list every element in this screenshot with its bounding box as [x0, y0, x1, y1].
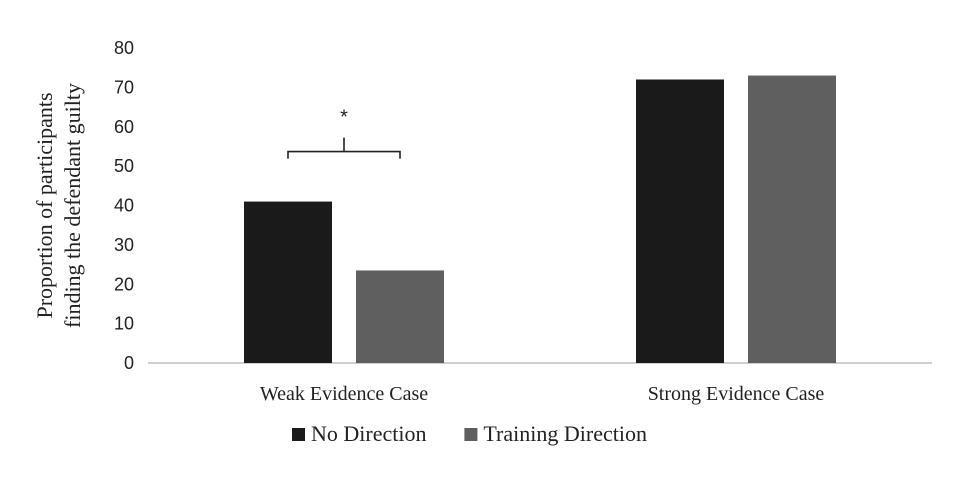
- x-category-label: Weak Evidence Case: [260, 383, 428, 405]
- y-tick-label: 50: [114, 156, 134, 176]
- x-category-label: Strong Evidence Case: [648, 383, 825, 405]
- y-tick-label: 20: [114, 274, 134, 294]
- y-axis-ticks: 0 10 20 30 40 50 60 70 80: [114, 38, 134, 373]
- significance-annotation: *: [287, 107, 401, 159]
- y-tick-label: 40: [114, 196, 134, 216]
- legend-label: No Direction: [311, 421, 426, 446]
- bar: [244, 201, 332, 363]
- y-tick-label: 0: [124, 353, 134, 373]
- legend: No Direction Training Direction: [292, 421, 647, 446]
- y-tick-label: 10: [114, 314, 134, 334]
- bar: [356, 270, 444, 363]
- y-tick-label: 30: [114, 235, 134, 255]
- bars: [244, 75, 836, 363]
- bar: [748, 75, 836, 363]
- bar: [636, 79, 724, 363]
- significance-asterisk: *: [340, 107, 348, 129]
- y-tick-label: 60: [114, 117, 134, 137]
- y-axis-label-line: finding the defendant guilty: [60, 83, 85, 328]
- legend-label: Training Direction: [483, 421, 647, 446]
- y-tick-label: 80: [114, 38, 134, 58]
- y-axis-label-line: Proportion of participants: [32, 92, 57, 318]
- significance-bracket: [287, 137, 401, 159]
- y-axis-label: Proportion of participants finding the de…: [32, 83, 85, 328]
- legend-swatch: [292, 428, 305, 441]
- y-tick-label: 70: [114, 77, 134, 97]
- legend-swatch: [464, 428, 478, 441]
- category-labels: Weak Evidence Case Strong Evidence Case: [260, 383, 825, 405]
